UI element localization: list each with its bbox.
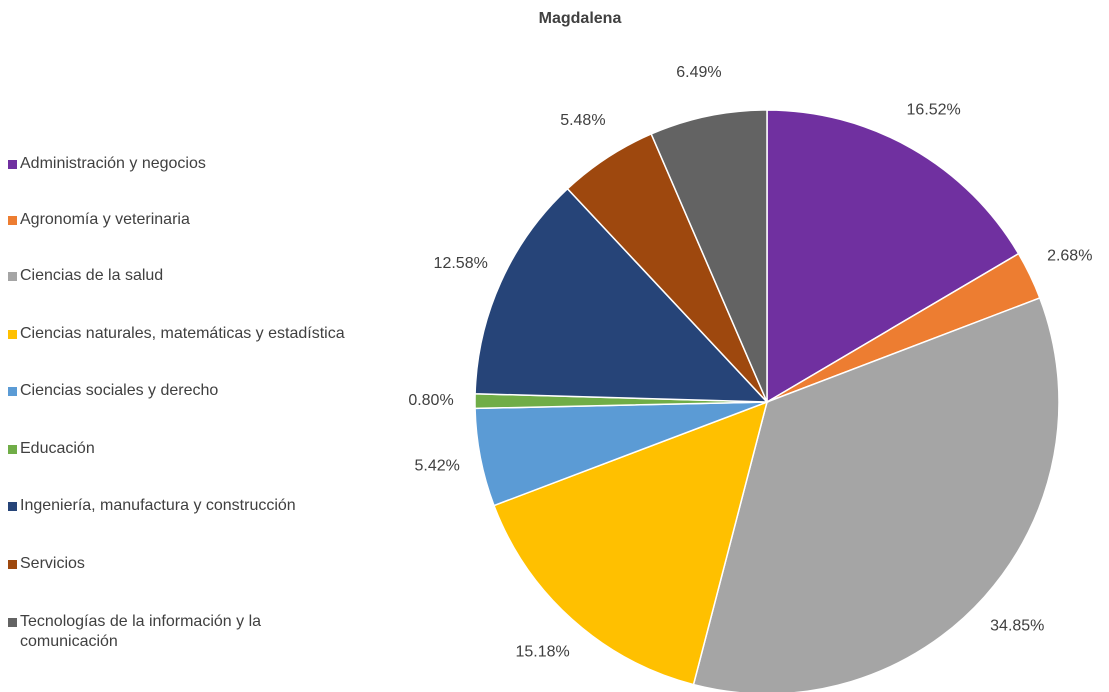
legend-swatch bbox=[8, 618, 17, 627]
legend-label: Ciencias de la salud bbox=[20, 267, 164, 284]
legend-swatch bbox=[8, 445, 17, 454]
legend-item: Ciencias de la salud bbox=[8, 266, 348, 286]
data-label: 16.52% bbox=[907, 101, 961, 118]
legend-label: Servicios bbox=[20, 555, 85, 572]
pie-slice bbox=[493, 400, 769, 686]
chart-title: Magdalena bbox=[539, 10, 622, 27]
legend-item: Ciencias naturales, matemáticas y estadí… bbox=[8, 324, 348, 344]
data-label: 5.42% bbox=[415, 457, 460, 474]
legend-item: Ingeniería, manufactura y construcción bbox=[8, 496, 348, 516]
legend-label: Educación bbox=[20, 440, 95, 457]
legend-item: Ciencias sociales y derecho bbox=[8, 381, 348, 401]
data-label: 5.48% bbox=[560, 112, 605, 129]
legend-swatch bbox=[8, 560, 17, 569]
legend-swatch bbox=[8, 330, 17, 339]
pie-slice bbox=[766, 109, 1020, 404]
legend-swatch bbox=[8, 160, 17, 169]
legend-label: Ciencias naturales, matemáticas y estadí… bbox=[20, 325, 345, 342]
legend-label: Ciencias sociales y derecho bbox=[20, 382, 219, 399]
data-label: 34.85% bbox=[990, 617, 1044, 634]
legend-label: Administración y negocios bbox=[20, 155, 206, 172]
legend-label: Ingeniería, manufactura y construcción bbox=[20, 497, 296, 514]
data-label: 6.49% bbox=[676, 64, 721, 81]
legend-label: Agronomía y veterinaria bbox=[20, 211, 190, 228]
legend-item: Agronomía y veterinaria bbox=[8, 210, 348, 230]
legend-swatch bbox=[8, 387, 17, 396]
data-label: 15.18% bbox=[515, 643, 569, 660]
data-label: 0.80% bbox=[408, 392, 453, 409]
legend-item: Educación bbox=[8, 439, 348, 459]
legend-swatch bbox=[8, 272, 17, 281]
pie-slice bbox=[692, 296, 1060, 692]
pie-slice bbox=[650, 109, 768, 403]
legend-label: Tecnologías de la información y la comun… bbox=[20, 613, 262, 650]
legend-swatch bbox=[8, 216, 17, 225]
pie-slice bbox=[474, 187, 769, 403]
legend-item: Administración y negocios bbox=[8, 154, 348, 174]
legend-item: Tecnologías de la información y la comun… bbox=[8, 612, 348, 652]
legend-item: Servicios bbox=[8, 554, 348, 574]
legend-swatch bbox=[8, 502, 17, 511]
data-label: 2.68% bbox=[1047, 247, 1092, 264]
data-label: 12.58% bbox=[434, 255, 488, 272]
